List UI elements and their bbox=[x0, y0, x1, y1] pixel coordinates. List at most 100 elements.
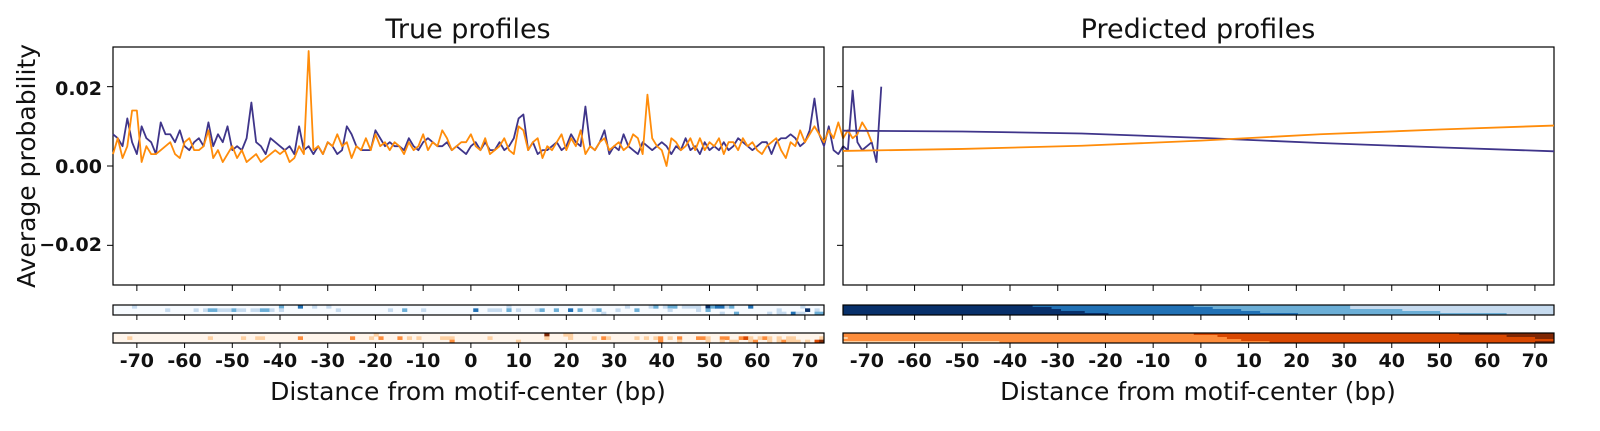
x-tick-label: 30 bbox=[601, 350, 627, 372]
heatmap-cell bbox=[729, 339, 740, 344]
x-tick-label: 70 bbox=[792, 350, 818, 372]
heatmap-cell bbox=[743, 336, 749, 340]
heatmap-cell bbox=[278, 305, 285, 309]
heatmap-cell bbox=[568, 336, 574, 340]
left-blue-heatmap bbox=[112, 304, 825, 316]
x-tick-label: 40 bbox=[1379, 350, 1405, 372]
right-blue-heatmap-frame bbox=[842, 304, 1555, 316]
heatmap-cell bbox=[207, 336, 213, 340]
heatmap-cell bbox=[677, 339, 683, 344]
heatmap-cell bbox=[373, 333, 379, 337]
heatmap-cell bbox=[843, 309, 1062, 312]
heatmap-cell bbox=[814, 339, 820, 344]
heatmap-cell bbox=[1226, 337, 1536, 340]
y-tick-label: 0.00 bbox=[55, 156, 102, 178]
heatmap-cell bbox=[1350, 305, 1555, 308]
heatmap-cell bbox=[757, 336, 763, 340]
heatmap-cell bbox=[402, 308, 408, 312]
heatmap-cell bbox=[819, 336, 825, 340]
heatmap-cell bbox=[312, 305, 318, 309]
x-tick-label: -20 bbox=[358, 350, 392, 372]
heatmap-cell bbox=[762, 336, 768, 340]
heatmap-cell bbox=[615, 308, 621, 312]
heatmap-cell bbox=[259, 308, 270, 312]
heatmap-cell bbox=[819, 339, 825, 344]
heatmap-cell bbox=[843, 313, 1109, 316]
heatmap-cell bbox=[677, 336, 683, 340]
heatmap-cell bbox=[297, 336, 303, 340]
heatmap-cell bbox=[790, 311, 796, 316]
heatmap-cell bbox=[605, 336, 612, 340]
x-tick-label: -60 bbox=[897, 350, 931, 372]
x-tick-label: -40 bbox=[263, 350, 297, 372]
heatmap-cell bbox=[397, 336, 403, 340]
x-tick-label: -30 bbox=[311, 350, 345, 372]
x-tick-label: -70 bbox=[850, 350, 884, 372]
true-profiles-plot-frame bbox=[112, 46, 825, 286]
heatmap-cell bbox=[1193, 305, 1351, 308]
heatmap-cell bbox=[1241, 309, 1403, 312]
predicted-profiles-plot bbox=[837, 46, 1555, 291]
heatmap-cell bbox=[487, 308, 503, 312]
heatmap-cell bbox=[748, 336, 754, 340]
predicted-profiles-plot-frame bbox=[842, 46, 1555, 286]
heatmap-cell bbox=[786, 336, 796, 340]
x-tick-label: 20 bbox=[1283, 350, 1309, 372]
heatmap-cell bbox=[1535, 341, 1555, 344]
x-tick-label: 40 bbox=[649, 350, 675, 372]
heatmap-cell bbox=[1084, 311, 1261, 314]
heatmap-strips bbox=[112, 304, 1555, 344]
heatmap-cell bbox=[378, 336, 384, 340]
x-tick-label: 0 bbox=[1194, 350, 1207, 372]
heatmap-cell bbox=[681, 305, 702, 309]
heatmap-cell bbox=[1260, 311, 1441, 314]
heatmap-cell bbox=[733, 311, 740, 316]
right-orange-heatmap-frame bbox=[842, 332, 1555, 344]
heatmap-cell bbox=[653, 305, 659, 309]
heatmap-cell bbox=[568, 308, 574, 312]
heatmap-cell bbox=[805, 308, 811, 312]
x-tick-label: 10 bbox=[505, 350, 531, 372]
heatmap-cell bbox=[563, 333, 574, 337]
heatmap-cell bbox=[539, 308, 545, 312]
heatmap-cell bbox=[795, 311, 806, 316]
heatmap-cell bbox=[1217, 335, 1507, 338]
left-chart-title: True profiles bbox=[384, 14, 550, 45]
heatmap-cell bbox=[624, 305, 631, 309]
heatmap-cell bbox=[658, 339, 664, 344]
heatmap-cell bbox=[601, 336, 607, 340]
heatmap-cell bbox=[207, 308, 218, 312]
x-tick-label: 60 bbox=[1474, 350, 1500, 372]
heatmap-cell bbox=[724, 305, 730, 309]
heatmap-cell bbox=[705, 336, 711, 340]
heatmap-cell bbox=[705, 305, 711, 309]
heatmap-cell bbox=[814, 311, 825, 316]
heatmap-cell bbox=[1506, 313, 1555, 316]
heatmap-cell bbox=[776, 311, 787, 316]
heatmap-cell bbox=[847, 337, 1228, 340]
heatmap-cell bbox=[165, 308, 171, 312]
heatmap-cell bbox=[767, 311, 773, 316]
x-tick-label: 50 bbox=[1426, 350, 1452, 372]
heatmap-cell bbox=[767, 336, 773, 340]
heatmap-cell bbox=[297, 305, 303, 309]
x-tick-label: 10 bbox=[1235, 350, 1261, 372]
x-tick-label: -60 bbox=[167, 350, 201, 372]
right-orange-heatmap bbox=[842, 332, 1555, 344]
heatmap-cell bbox=[515, 339, 522, 344]
true-profiles-series-line-2 bbox=[112, 50, 873, 167]
heatmap-cell bbox=[406, 336, 413, 340]
heatmap-cell bbox=[487, 336, 493, 340]
heatmap-cell bbox=[1241, 339, 1555, 342]
heatmap-cell bbox=[1193, 333, 1460, 336]
heatmap-cell bbox=[710, 305, 716, 309]
heatmap-cell bbox=[449, 339, 455, 344]
y-tick-label: 0.02 bbox=[55, 78, 102, 100]
heatmap-cell bbox=[662, 305, 668, 309]
heatmap-cell bbox=[250, 308, 261, 312]
x-tick-label: 70 bbox=[1522, 350, 1548, 372]
heatmap-cell bbox=[776, 336, 782, 340]
left-orange-heatmap-background bbox=[113, 333, 824, 343]
heatmap-cell bbox=[278, 308, 285, 312]
heatmap-cell bbox=[714, 305, 725, 309]
